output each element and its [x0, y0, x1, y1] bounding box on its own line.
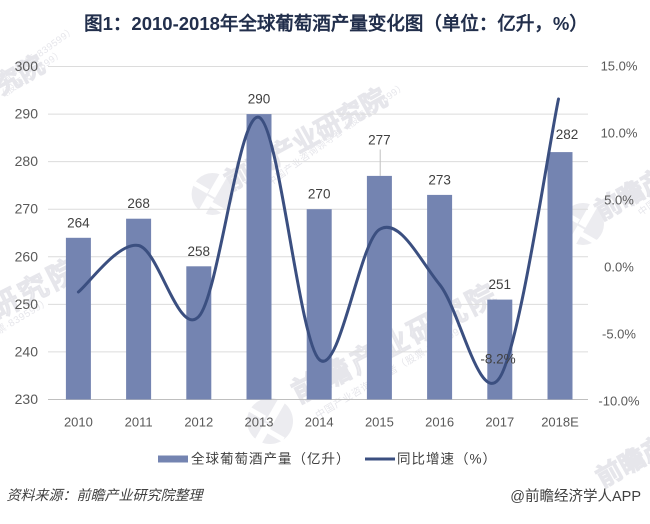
svg-text:同比增速（%）: 同比增速（%）: [397, 452, 497, 467]
svg-text:图1：2010-2018年全球葡萄酒产量变化图（单位：亿升，: 图1：2010-2018年全球葡萄酒产量变化图（单位：亿升，%）: [84, 13, 588, 34]
svg-text:264: 264: [67, 215, 90, 230]
svg-text:250: 250: [15, 296, 39, 312]
svg-text:290: 290: [15, 106, 39, 122]
svg-text:268: 268: [127, 196, 150, 211]
svg-text:270: 270: [15, 201, 39, 217]
svg-text:273: 273: [428, 172, 451, 187]
svg-text:2015: 2015: [365, 415, 394, 430]
svg-text:0.0%: 0.0%: [604, 260, 634, 275]
svg-text:240: 240: [15, 343, 39, 359]
svg-text:2010: 2010: [64, 415, 93, 430]
svg-text:300: 300: [15, 58, 39, 74]
svg-text:2012: 2012: [184, 415, 213, 430]
svg-text:270: 270: [308, 187, 331, 202]
svg-text:230: 230: [15, 391, 39, 407]
svg-text:-5.0%: -5.0%: [602, 327, 636, 342]
svg-text:290: 290: [248, 92, 271, 107]
svg-text:251: 251: [489, 277, 512, 292]
svg-text:2016: 2016: [425, 415, 454, 430]
svg-text:2011: 2011: [125, 415, 153, 430]
svg-text:10.0%: 10.0%: [601, 126, 638, 141]
svg-text:258: 258: [188, 244, 211, 259]
svg-text:15.0%: 15.0%: [601, 59, 638, 74]
svg-text:277: 277: [368, 133, 391, 148]
svg-text:@前瞻经济学人APP: @前瞻经济学人APP: [510, 488, 641, 505]
svg-text:资料来源：前瞻产业研究院整理: 资料来源：前瞻产业研究院整理: [7, 487, 205, 503]
svg-text:全球葡萄酒产量（亿升）: 全球葡萄酒产量（亿升）: [191, 451, 351, 467]
svg-text:-8.2%: -8.2%: [480, 352, 515, 367]
svg-text:280: 280: [15, 153, 39, 169]
svg-text:5.0%: 5.0%: [604, 193, 634, 208]
svg-text:2017: 2017: [485, 415, 514, 430]
svg-text:-10.0%: -10.0%: [598, 394, 640, 409]
svg-text:282: 282: [556, 127, 579, 142]
svg-text:260: 260: [15, 248, 39, 264]
svg-text:2014: 2014: [305, 415, 334, 430]
svg-text:2018E: 2018E: [541, 415, 579, 430]
svg-text:2013: 2013: [245, 415, 274, 430]
